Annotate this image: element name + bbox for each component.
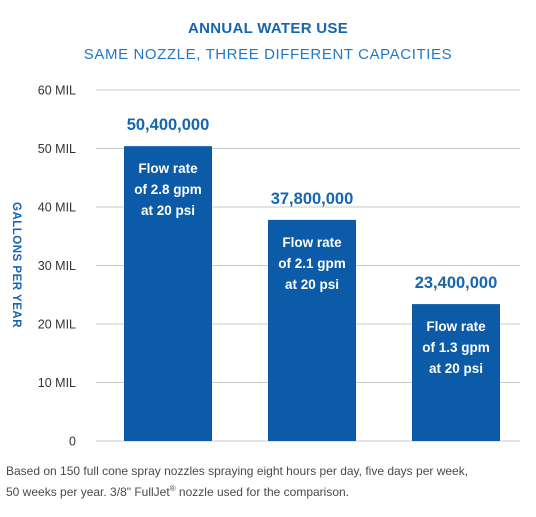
bar-text: of 2.8 gpm [134, 182, 202, 197]
bar-text: Flow rate [282, 235, 342, 250]
registered-mark: ® [169, 484, 176, 493]
data-label: 23,400,000 [415, 274, 498, 292]
y-tick-label: 30 MIL [38, 259, 76, 273]
data-label: 37,800,000 [271, 190, 354, 208]
y-tick-label: 60 MIL [38, 84, 76, 98]
bar-text: at 20 psi [429, 361, 483, 376]
footnote-line-2-start: 50 weeks per year. 3/8" FullJet [6, 485, 170, 499]
chart-subtitle: SAME NOZZLE, THREE DIFFERENT CAPACITIES [83, 46, 453, 63]
y-tick-label: 40 MIL [38, 201, 76, 215]
footnote: Based on 150 full cone spray nozzles spr… [6, 462, 532, 501]
y-axis-label: GALLONS PER YEAR [10, 202, 22, 328]
y-tick-label: 0 [69, 435, 76, 449]
bar-text: Flow rate [426, 319, 486, 334]
footnote-line-1: Based on 150 full cone spray nozzles spr… [6, 464, 469, 478]
y-tick-label: 50 MIL [38, 142, 76, 156]
bar-text: of 1.3 gpm [422, 340, 490, 355]
bar [124, 146, 212, 441]
bar-text: of 2.1 gpm [278, 256, 346, 271]
bar-text: at 20 psi [141, 203, 195, 218]
bar-chart: 0 10 MIL 20 MIL 30 MIL 40 MIL 50 MIL 60 MIL GAL… [10, 84, 520, 449]
data-label: 50,400,000 [127, 116, 210, 134]
y-tick-label: 20 MIL [38, 318, 76, 332]
footnote-line-2-end: nozzle used for the comparison. [175, 485, 350, 499]
bar-text: at 20 psi [285, 277, 339, 292]
footnote-line-2: 50 weeks per year. 3/8" FullJet® nozzle … [6, 480, 532, 501]
chart-title: ANNUAL WATER USE [187, 20, 349, 37]
bar [268, 219, 356, 441]
bar [412, 304, 500, 441]
y-tick-label: 10 MIL [38, 376, 76, 390]
bar-text: Flow rate [138, 161, 198, 176]
